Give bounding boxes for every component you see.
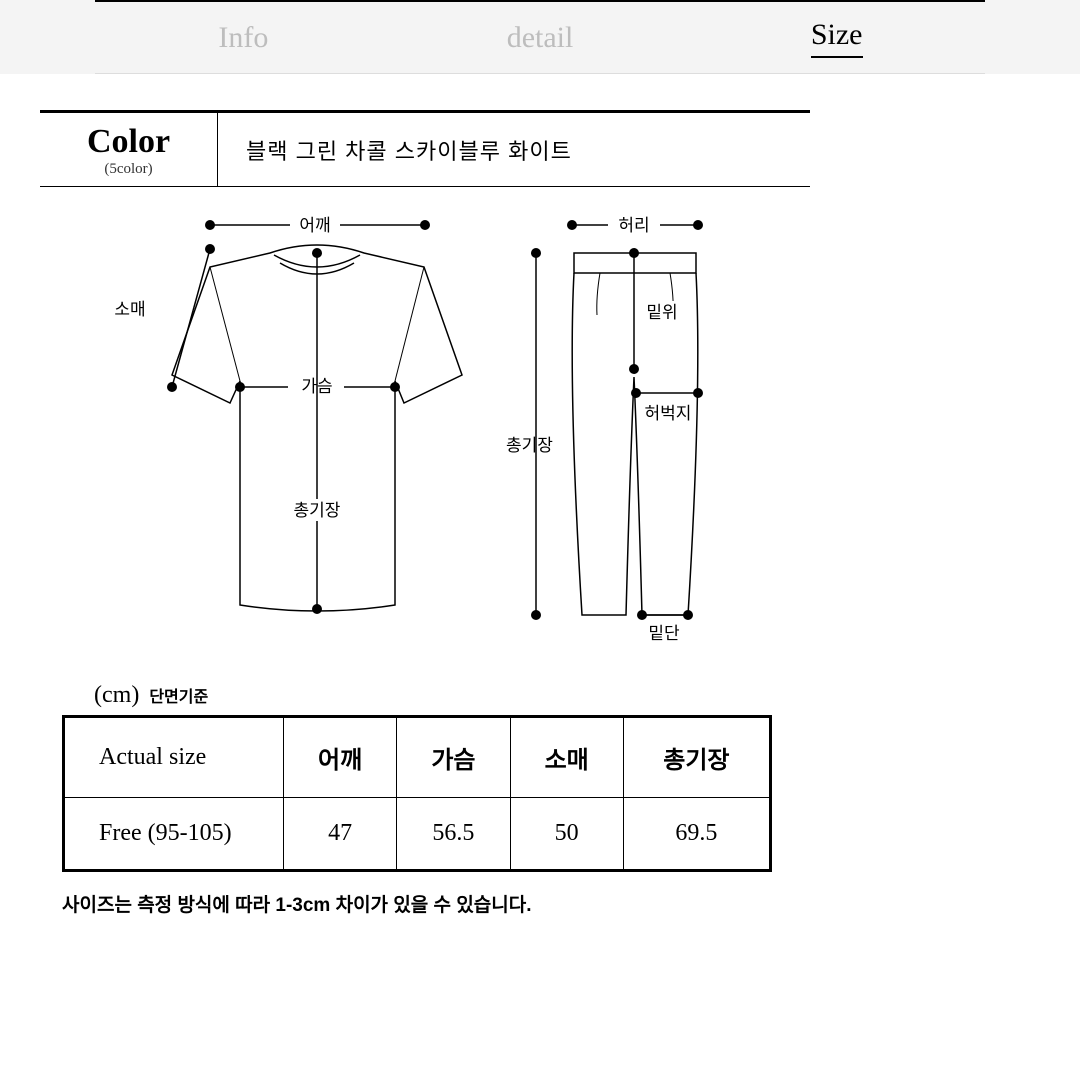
table-header-row: Actual size 어깨 가슴 소매 총기장 xyxy=(64,717,771,798)
tab-detail[interactable]: detail xyxy=(392,2,689,73)
table-row: Free (95-105) 47 56.5 50 69.5 xyxy=(64,798,771,871)
unit-label: (cm) xyxy=(94,682,139,708)
label-pants-length: 총기장 xyxy=(506,436,553,455)
label-rise: 밑위 xyxy=(646,303,677,322)
label-shoulder: 어깨 xyxy=(299,216,330,235)
size-diagram: 어깨 소매 가슴 총기장 xyxy=(70,207,1040,662)
cell: 69.5 xyxy=(623,798,770,871)
color-subtitle: (5color) xyxy=(40,161,217,178)
label-thigh: 허벅지 xyxy=(645,404,692,423)
cell: 50 xyxy=(510,798,623,871)
label-sleeve: 소매 xyxy=(114,300,145,319)
color-list: 블랙 그린 차콜 스카이블루 화이트 xyxy=(218,113,810,186)
col-0: 어깨 xyxy=(284,717,397,798)
row-label: Free (95-105) xyxy=(64,798,284,871)
unit-note: 단면기준 xyxy=(149,689,208,706)
tab-size[interactable]: Size xyxy=(688,2,985,73)
unit-row: (cm) 단면기준 xyxy=(94,682,1040,709)
tab-info[interactable]: Info xyxy=(95,2,392,73)
color-title: Color xyxy=(40,123,217,161)
cell: 56.5 xyxy=(397,798,510,871)
label-waist: 허리 xyxy=(618,216,649,235)
color-section: Color (5color) 블랙 그린 차콜 스카이블루 화이트 xyxy=(40,110,810,187)
col-1: 가슴 xyxy=(397,717,510,798)
tab-bar: Info detail Size xyxy=(95,0,985,74)
label-hem: 밑단 xyxy=(648,624,680,643)
header-label: Actual size xyxy=(64,717,284,798)
col-2: 소매 xyxy=(510,717,623,798)
size-table: Actual size 어깨 가슴 소매 총기장 Free (95-105) 4… xyxy=(62,715,772,872)
footnote: 사이즈는 측정 방식에 따라 1-3cm 차이가 있을 수 있습니다. xyxy=(62,890,1040,917)
label-length: 총기장 xyxy=(294,501,341,520)
cell: 47 xyxy=(284,798,397,871)
col-3: 총기장 xyxy=(623,717,770,798)
